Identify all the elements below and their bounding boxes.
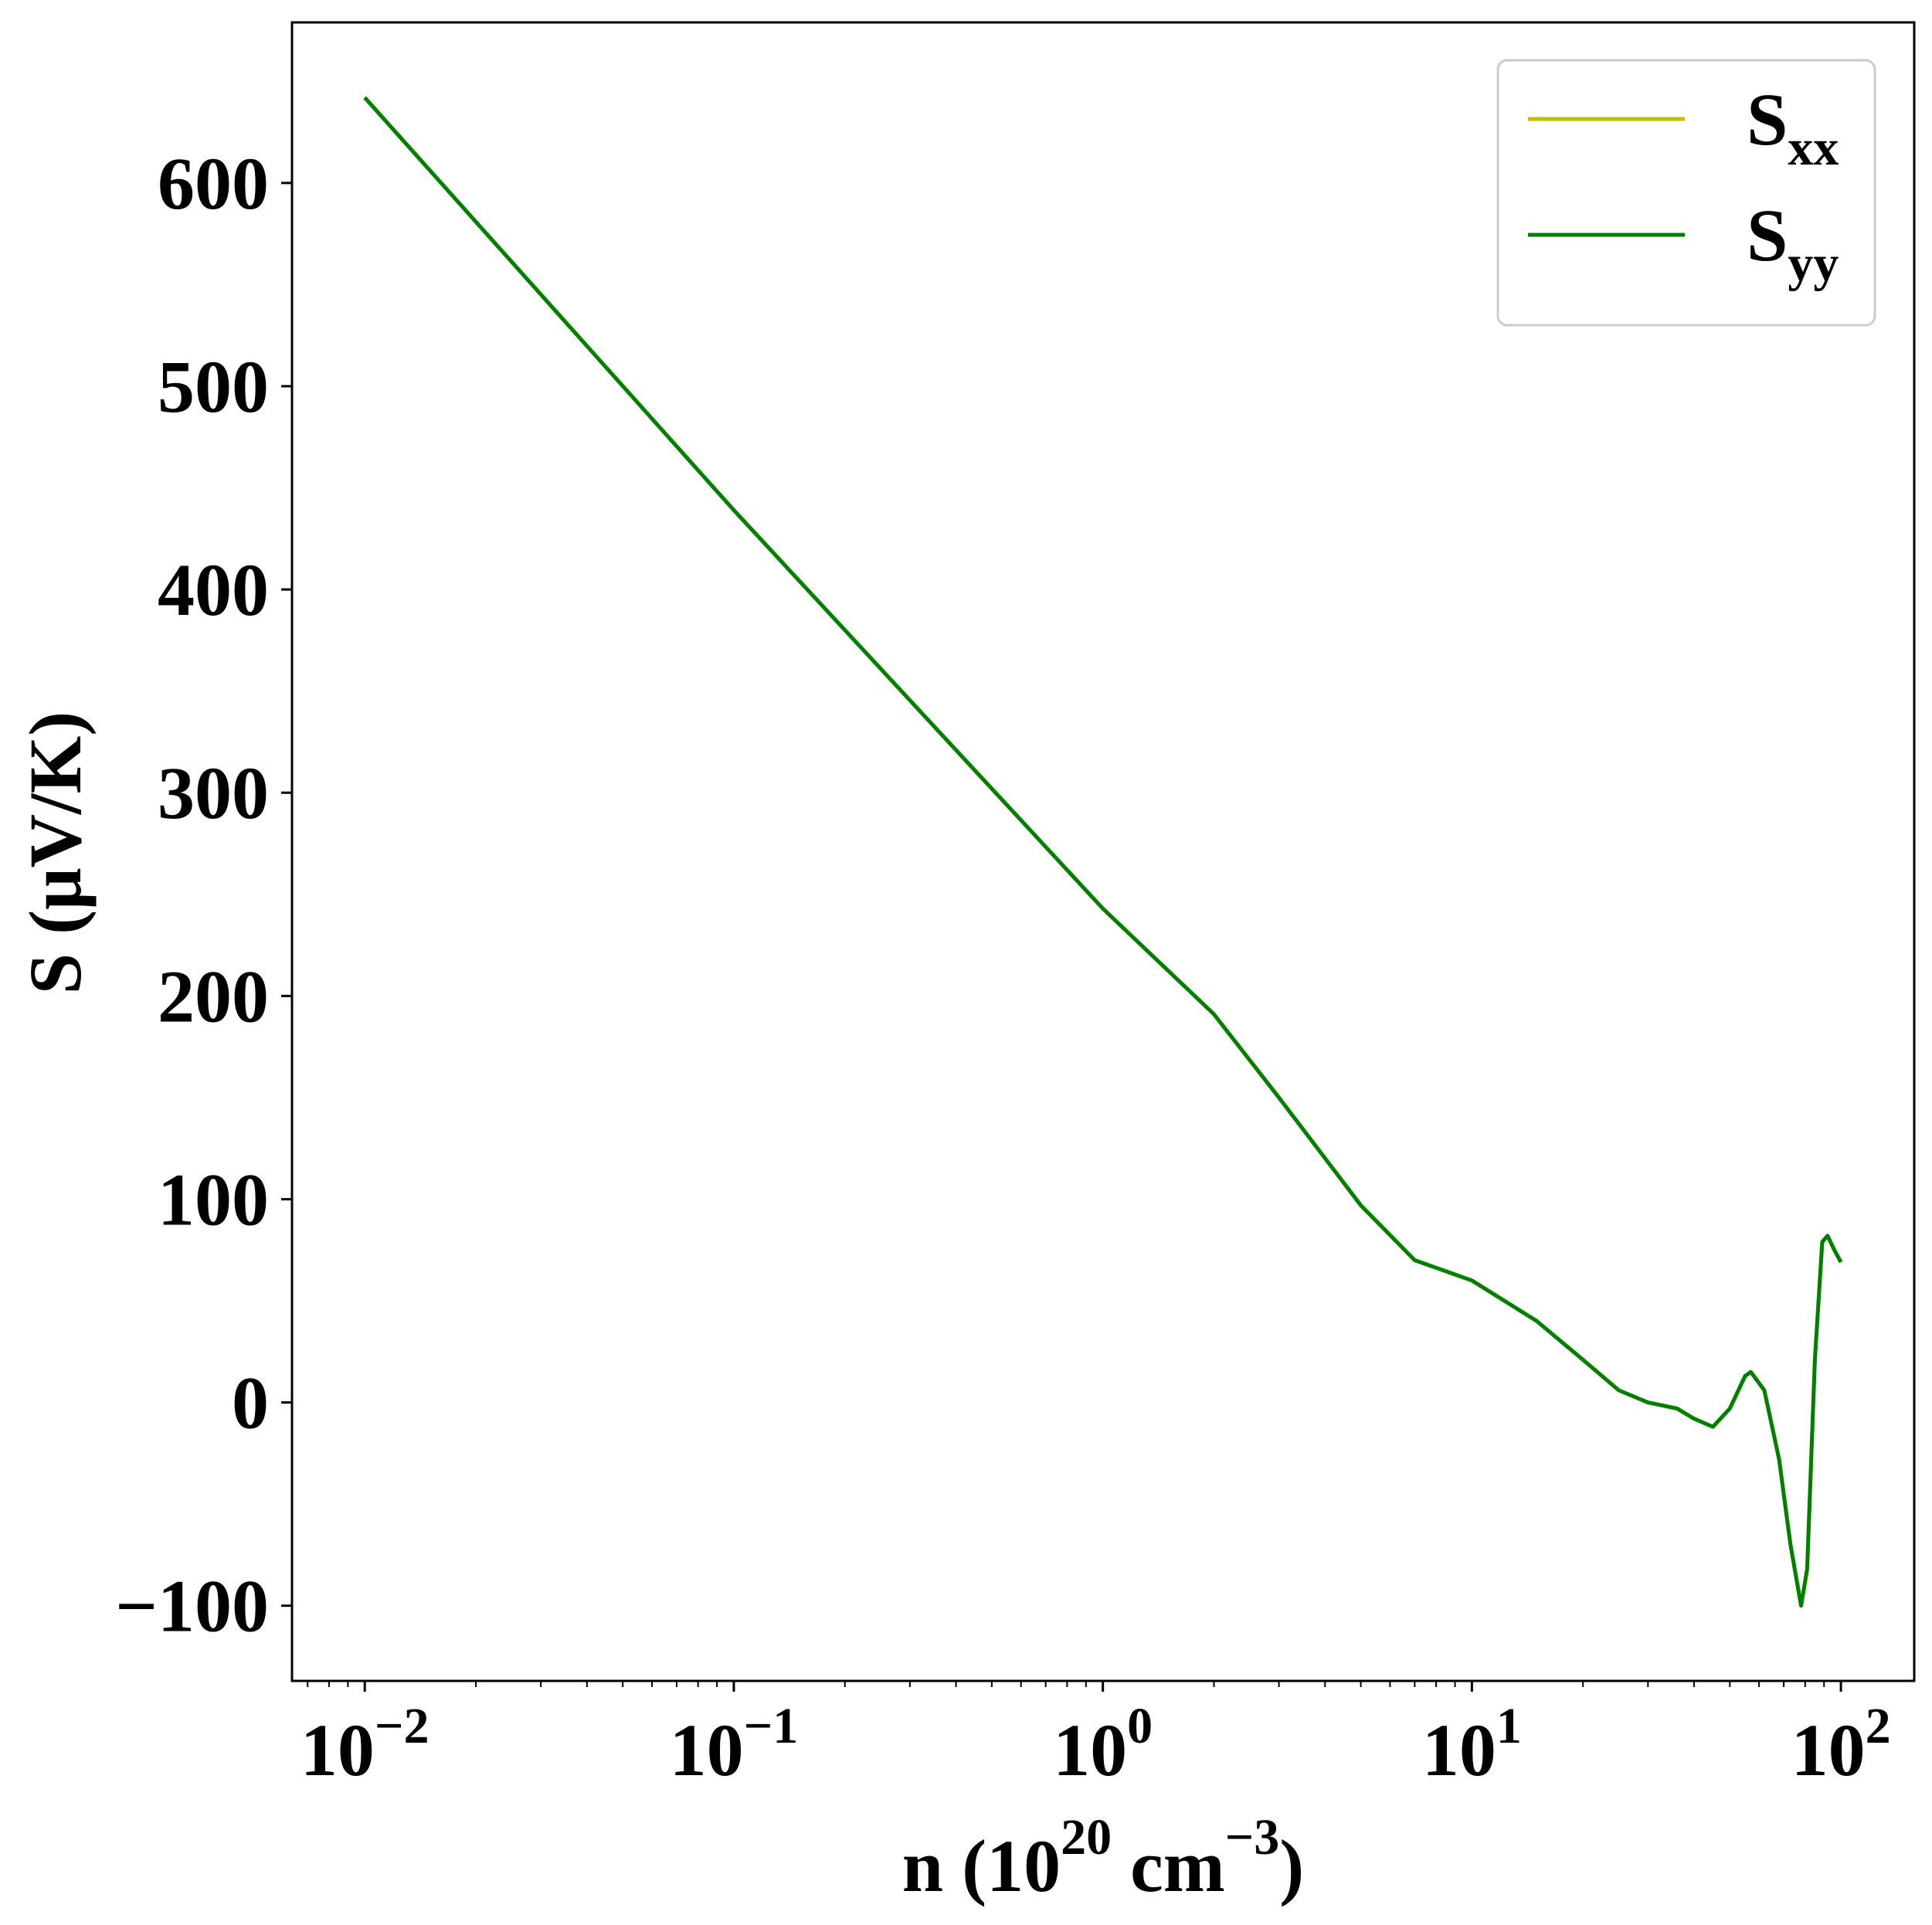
text-part: 2 [1866,1698,1891,1754]
y-axis-label: S (μV/K) [14,711,97,994]
series-line [363,96,1843,1608]
y-tick-label: 500 [158,345,269,428]
y-tick-label: 300 [158,752,269,834]
y-tick-label: 0 [232,1362,269,1445]
legend-frame [1496,59,1876,327]
text-part: yy [1788,236,1839,292]
text-part: 10 [300,1709,375,1791]
text-part: S [1747,194,1788,277]
y-tick-label: 200 [158,955,269,1037]
text-part: 10 [1053,1709,1127,1791]
text-part: xx [1788,120,1839,176]
y-tick-label: 100 [158,1158,269,1241]
text-part: 10 [670,1709,744,1791]
text-part: −3 [1225,1809,1280,1866]
legend-label: Sxx [1747,78,1839,176]
legend-label: Syy [1747,194,1839,292]
x-tick-label: 10−2 [300,1698,430,1791]
text-part: 0 [1127,1698,1153,1754]
y-tick-label: 400 [158,548,269,631]
x-axis-label: n (1020 cm−3) [902,1809,1305,1907]
text-part: n (10 [902,1825,1061,1907]
text-part: −1 [744,1698,799,1754]
text-part: 20 [1061,1809,1112,1866]
text-part: 10 [1791,1709,1866,1791]
text-part: 1 [1496,1698,1522,1754]
plot-frame [290,21,1916,1682]
y-tick-label: −100 [115,1565,269,1648]
y-tick-label: 600 [158,142,269,225]
text-part: ) [1279,1825,1304,1907]
text-part: S [1747,78,1788,161]
x-tick-label: 100 [1053,1698,1153,1791]
text-part: −2 [375,1698,430,1754]
text-part: 10 [1422,1709,1496,1791]
x-tick-label: 10−1 [670,1698,799,1791]
text-part: cm [1112,1825,1225,1907]
x-tick-label: 101 [1422,1698,1522,1791]
x-tick-label: 102 [1791,1698,1891,1791]
